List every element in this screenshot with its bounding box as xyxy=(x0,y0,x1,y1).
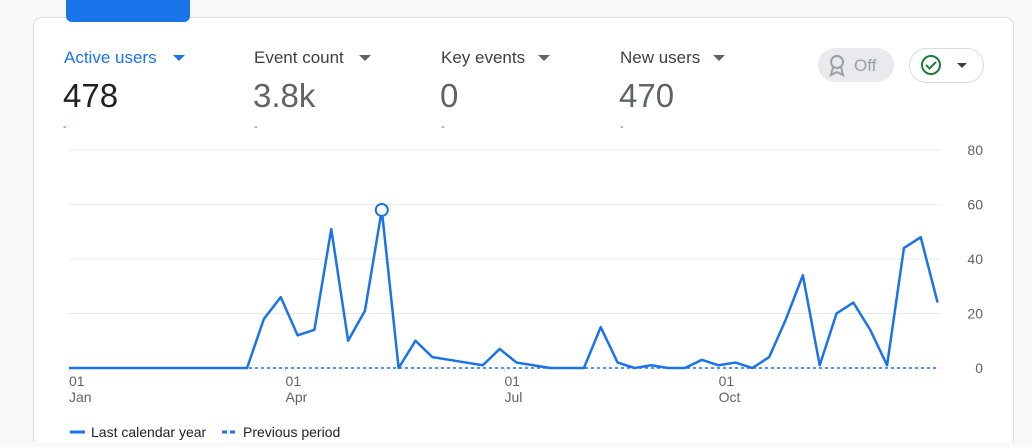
x-tick-label: 01 xyxy=(719,373,735,389)
metric-tab[interactable]: Event count 3.8k - xyxy=(253,48,371,133)
tab-value: 3.8k xyxy=(253,77,316,114)
legend-label: Previous period xyxy=(243,424,340,440)
tab-change: - xyxy=(441,121,445,133)
x-tick-month: Oct xyxy=(719,389,741,405)
card xyxy=(33,17,1014,447)
tab-value: 478 xyxy=(63,77,118,114)
legend-label: Last calendar year xyxy=(91,424,207,440)
hover-point xyxy=(374,202,389,217)
x-tick-month: Jul xyxy=(505,389,523,405)
tab-label: New users xyxy=(620,48,700,67)
tab-change: - xyxy=(254,121,258,133)
award-icon xyxy=(830,55,844,69)
x-tick-month: Jan xyxy=(69,389,92,405)
metric-tab[interactable]: Key events 0 - xyxy=(440,48,550,133)
tab-change: - xyxy=(63,121,67,133)
selected-tab-bar xyxy=(66,0,190,22)
y-tick-label: 40 xyxy=(967,251,983,267)
y-tick-label: 20 xyxy=(967,306,983,322)
x-tick-label: 01 xyxy=(69,373,85,389)
tab-label: Active users xyxy=(64,48,157,67)
dropdown-arrow xyxy=(713,55,725,61)
dropdown-bg xyxy=(909,48,984,83)
x-tick-label: 01 xyxy=(505,373,521,389)
dropdown-arrow xyxy=(173,55,185,61)
dropdown-arrow xyxy=(957,63,967,68)
y-tick-label: 60 xyxy=(967,197,983,213)
check-circle xyxy=(921,55,941,75)
x-tick-label: 01 xyxy=(286,373,302,389)
dropdown-arrow xyxy=(359,55,371,61)
tab-value: 0 xyxy=(440,77,458,114)
comparison-dropdown[interactable] xyxy=(909,48,984,83)
metric-tab[interactable]: New users 470 - xyxy=(619,48,725,133)
toggle-label: Off xyxy=(854,56,877,75)
tab-value: 470 xyxy=(619,77,674,114)
dropdown-arrow xyxy=(538,55,550,61)
x-tick-month: Apr xyxy=(286,389,308,405)
check-mark xyxy=(925,61,937,70)
award-icon-ribbon xyxy=(829,66,845,77)
y-tick-label: 80 xyxy=(967,142,983,158)
tab-change: - xyxy=(620,121,624,133)
metric-tab[interactable]: Active users 478 - xyxy=(63,48,185,133)
tab-label: Key events xyxy=(441,48,525,67)
series-line xyxy=(69,208,939,370)
tab-label: Event count xyxy=(254,48,344,67)
y-tick-label: 0 xyxy=(975,360,983,376)
insights-toggle[interactable]: Off xyxy=(818,48,894,82)
